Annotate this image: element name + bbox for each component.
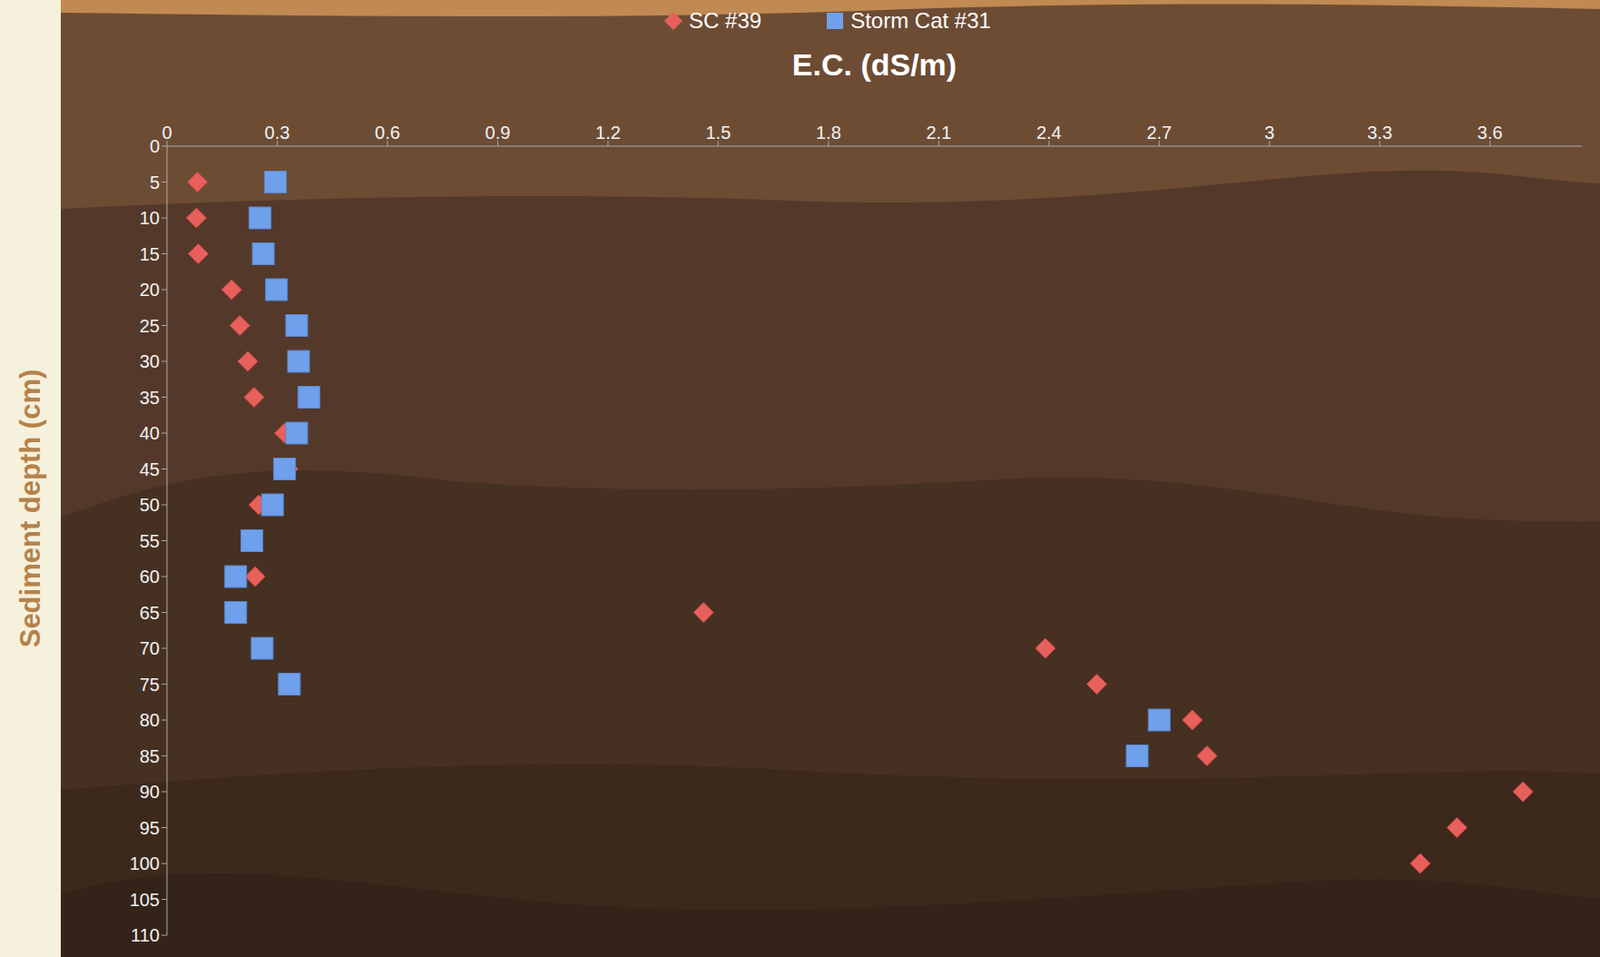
svg-text:3.3: 3.3 bbox=[1366, 122, 1393, 143]
svg-text:100: 100 bbox=[129, 853, 160, 874]
svg-text:0.6: 0.6 bbox=[374, 122, 401, 143]
svg-text:20: 20 bbox=[139, 279, 160, 300]
html-text:Storm Cat #31: Storm Cat #31 bbox=[850, 8, 991, 33]
html-text:SC #39: SC #39 bbox=[688, 8, 762, 33]
svg-text:110: 110 bbox=[130, 924, 160, 945]
svg-text:0.3: 0.3 bbox=[265, 122, 291, 143]
svg-text:85: 85 bbox=[139, 746, 160, 766]
svg-text:45: 45 bbox=[139, 459, 160, 480]
svg-text:30: 30 bbox=[139, 351, 160, 372]
svg-text:0: 0 bbox=[149, 136, 160, 157]
svg-text:75: 75 bbox=[139, 674, 160, 695]
svg-text:60: 60 bbox=[139, 566, 160, 587]
svg-text:2.1: 2.1 bbox=[925, 122, 952, 143]
svg-text:90: 90 bbox=[139, 781, 160, 802]
svg-text:1.5: 1.5 bbox=[705, 122, 731, 143]
svg-text:10: 10 bbox=[139, 207, 160, 228]
svg-text:15: 15 bbox=[139, 244, 160, 265]
svg-text:105: 105 bbox=[129, 889, 160, 910]
svg-text:5: 5 bbox=[149, 172, 160, 193]
html-text:E.C. (dS/m): E.C. (dS/m) bbox=[792, 47, 957, 82]
svg-text:3: 3 bbox=[1264, 122, 1275, 143]
html-text:Sediment depth (cm): Sediment depth (cm) bbox=[14, 369, 47, 648]
svg-text:55: 55 bbox=[139, 530, 160, 551]
svg-text:0: 0 bbox=[161, 122, 172, 143]
svg-text:70: 70 bbox=[139, 638, 160, 658]
svg-text:50: 50 bbox=[139, 494, 160, 515]
svg-text:65: 65 bbox=[139, 602, 160, 623]
svg-text:2.4: 2.4 bbox=[1036, 122, 1062, 143]
svg-text:95: 95 bbox=[139, 817, 160, 838]
svg-text:1.2: 1.2 bbox=[595, 122, 621, 143]
svg-text:3.6: 3.6 bbox=[1477, 122, 1503, 143]
svg-text:0.9: 0.9 bbox=[485, 122, 511, 143]
svg-text:80: 80 bbox=[139, 709, 160, 730]
svg-text:1.8: 1.8 bbox=[815, 122, 842, 143]
svg-text:40: 40 bbox=[139, 422, 160, 443]
svg-text:35: 35 bbox=[139, 387, 160, 408]
svg-text:25: 25 bbox=[139, 315, 160, 336]
svg-text:2.7: 2.7 bbox=[1146, 122, 1172, 143]
